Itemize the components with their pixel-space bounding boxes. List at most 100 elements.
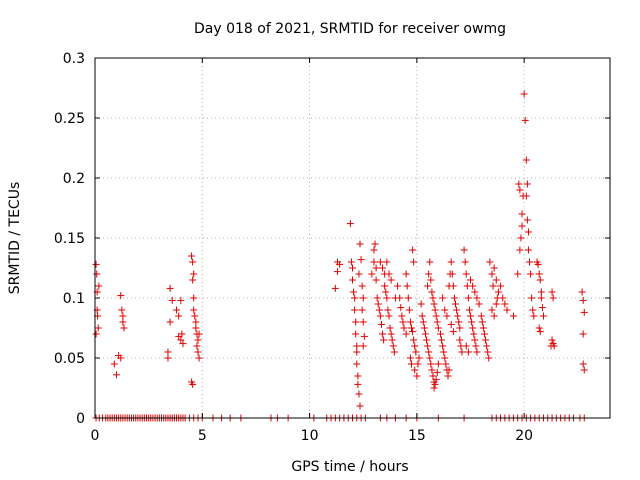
- data-point: [373, 294, 381, 302]
- data-points: [92, 90, 588, 422]
- data-point: [379, 330, 387, 338]
- data-point: [396, 294, 404, 302]
- data-point: [535, 324, 543, 332]
- data-point: [515, 180, 523, 188]
- data-point: [194, 336, 202, 344]
- data-point: [354, 380, 362, 388]
- data-point: [413, 372, 421, 380]
- data-point: [351, 306, 359, 314]
- data-point: [370, 258, 378, 266]
- data-point: [461, 258, 469, 266]
- data-point: [387, 276, 395, 284]
- data-point: [175, 312, 183, 320]
- data-point: [527, 270, 535, 278]
- data-point: [433, 368, 441, 376]
- data-point: [538, 304, 546, 312]
- data-point: [579, 360, 587, 368]
- data-point: [193, 342, 201, 350]
- data-point: [427, 360, 435, 368]
- data-point: [404, 294, 412, 302]
- data-point: [410, 258, 418, 266]
- data-point: [173, 306, 181, 314]
- data-point: [406, 318, 414, 326]
- data-point: [449, 328, 457, 336]
- data-point: [192, 324, 200, 332]
- data-point: [424, 342, 432, 350]
- data-point: [499, 294, 507, 302]
- data-point: [436, 330, 444, 338]
- data-point: [536, 276, 544, 284]
- data-point: [117, 292, 125, 300]
- data-point: [441, 306, 449, 314]
- data-point: [578, 288, 586, 296]
- data-point: [526, 258, 534, 266]
- data-point: [394, 282, 402, 290]
- data-point: [455, 318, 463, 326]
- data-point: [400, 324, 408, 332]
- data-point: [438, 336, 446, 344]
- data-point: [548, 288, 556, 296]
- data-point: [371, 240, 379, 248]
- data-point: [516, 186, 524, 194]
- data-point: [358, 282, 366, 290]
- data-point: [166, 318, 174, 326]
- data-point: [547, 342, 555, 350]
- data-point: [430, 384, 438, 392]
- data-point: [177, 336, 185, 344]
- data-point: [351, 294, 359, 302]
- data-point: [426, 354, 434, 362]
- y-axis-label: SRMTID / TECUs: [7, 182, 23, 295]
- data-point: [408, 360, 416, 368]
- data-point: [431, 306, 439, 314]
- data-point: [479, 324, 487, 332]
- data-point: [452, 300, 459, 308]
- data-point: [164, 348, 172, 356]
- data-point: [355, 270, 363, 278]
- data-point: [168, 296, 176, 304]
- data-point: [520, 90, 528, 98]
- data-point: [166, 284, 174, 292]
- data-point: [349, 276, 356, 284]
- data-point: [421, 330, 429, 338]
- data-point: [347, 258, 355, 266]
- data-point: [486, 258, 494, 266]
- data-point: [433, 318, 441, 326]
- data-point: [411, 342, 419, 350]
- data-point: [458, 348, 466, 356]
- data-point: [112, 371, 120, 379]
- y-tick-label: 0.3: [63, 51, 85, 67]
- data-point: [355, 390, 363, 398]
- data-point: [382, 288, 390, 296]
- data-point: [425, 270, 433, 278]
- data-point: [488, 306, 496, 314]
- data-point: [549, 294, 557, 302]
- data-point: [405, 306, 413, 314]
- data-point: [333, 268, 341, 276]
- data-point: [431, 380, 439, 388]
- data-point: [447, 258, 455, 266]
- y-tick-label: 0.1: [63, 291, 85, 307]
- data-point: [432, 376, 440, 384]
- data-point: [579, 330, 587, 338]
- data-point: [427, 276, 435, 284]
- data-point: [195, 330, 203, 338]
- data-point: [372, 276, 380, 284]
- data-point: [473, 294, 481, 302]
- data-point: [475, 300, 483, 308]
- data-point: [468, 318, 476, 326]
- data-point: [465, 306, 473, 314]
- data-point: [483, 342, 491, 350]
- data-point: [412, 348, 420, 356]
- data-point: [439, 294, 447, 302]
- data-point: [389, 342, 397, 350]
- plot-frame: [94, 57, 611, 419]
- data-point: [179, 340, 187, 348]
- data-point: [480, 330, 488, 338]
- data-point: [415, 354, 423, 362]
- data-point: [509, 312, 517, 320]
- data-point: [359, 318, 367, 326]
- data-point: [92, 330, 100, 338]
- data-point: [417, 300, 425, 308]
- data-point: [194, 348, 202, 356]
- data-point: [118, 306, 126, 314]
